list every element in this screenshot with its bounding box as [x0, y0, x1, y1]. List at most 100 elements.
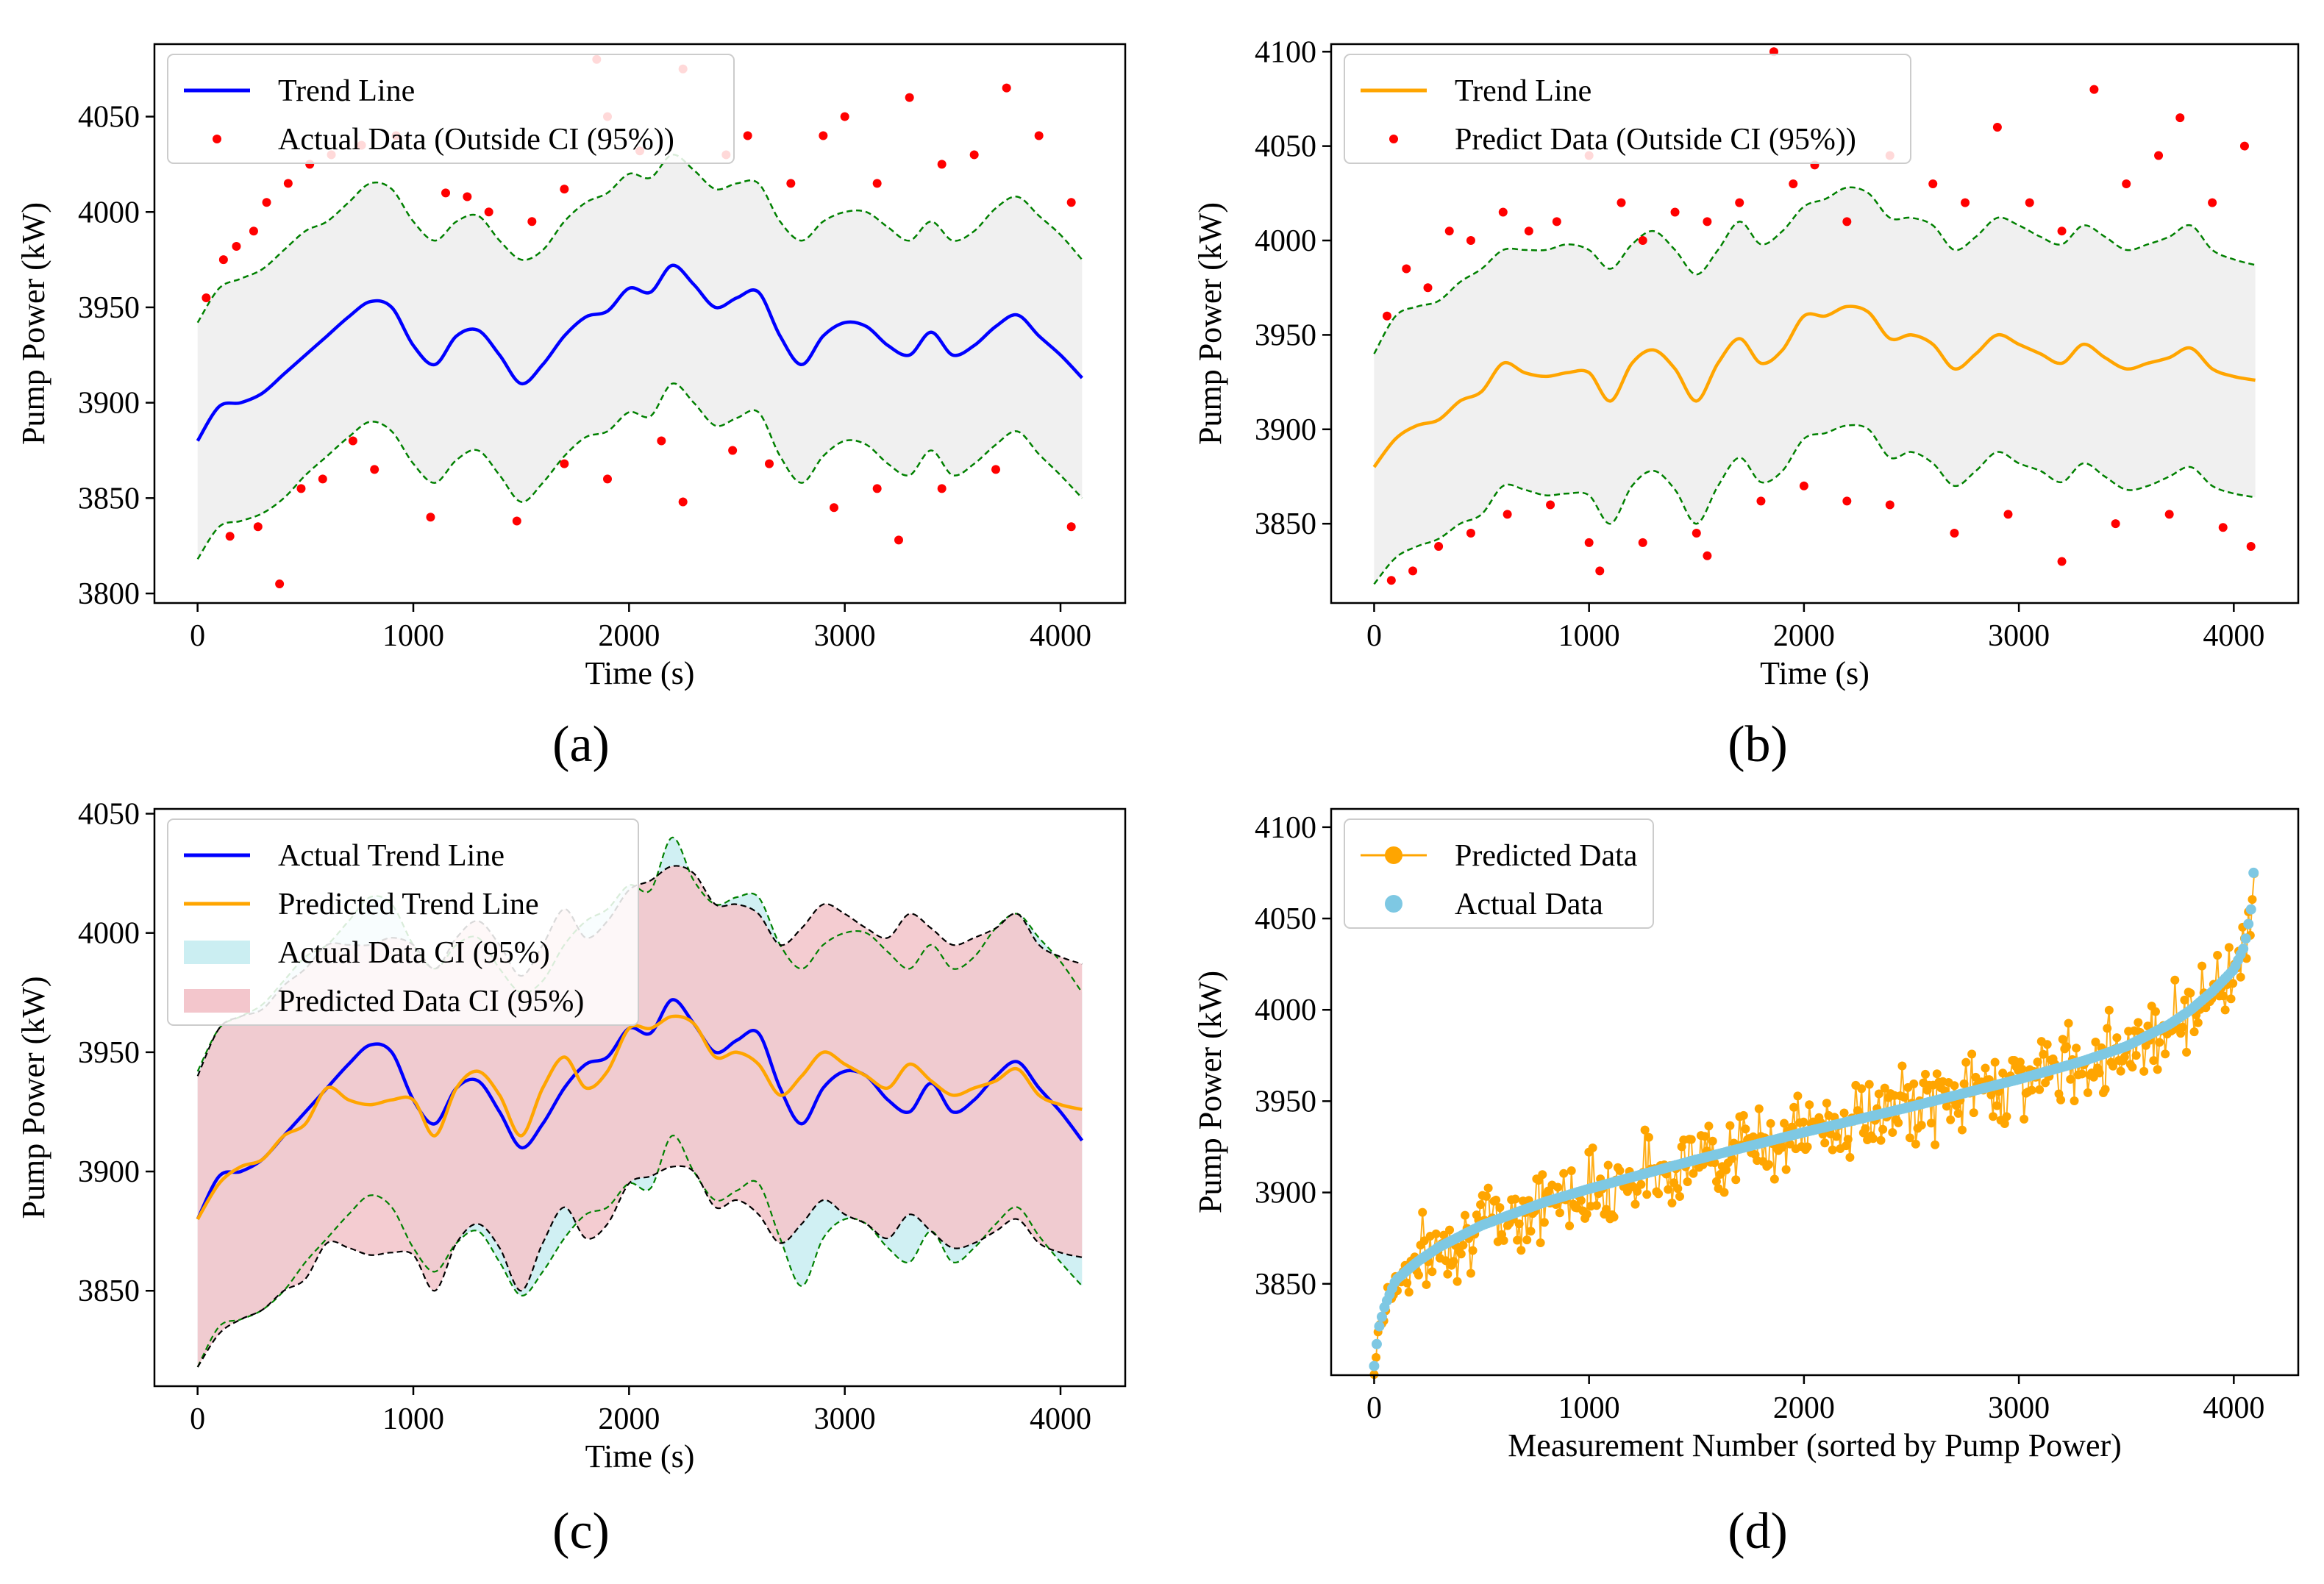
predicted-data-point — [1920, 1069, 1930, 1079]
outlier-point — [218, 255, 228, 265]
predicted-data-point — [2198, 961, 2207, 971]
outlier-point — [991, 465, 1000, 474]
predicted-data-point — [1861, 1124, 1870, 1133]
outlier-point — [512, 516, 521, 526]
predicted-data-point — [1986, 1090, 1996, 1099]
predicted-data-point — [1602, 1205, 1611, 1214]
predicted-data-point — [1719, 1188, 1729, 1197]
panel-label-d: (d) — [1728, 1503, 1788, 1560]
outlier-point — [872, 484, 882, 493]
predicted-data-point — [2155, 1038, 2164, 1047]
legend — [1344, 54, 1911, 164]
predicted-data-point — [2015, 1057, 2025, 1067]
ci-band — [197, 154, 1083, 560]
x-tick-label: 2000 — [598, 1402, 660, 1436]
x-axis-label: Time (s) — [585, 1438, 695, 1474]
predicted-data-point — [2186, 988, 2195, 998]
x-tick-label: 3000 — [814, 619, 876, 653]
outlier-point — [1885, 500, 1895, 510]
outlier-point — [225, 532, 235, 541]
legend-label: Actual Trend Line — [278, 839, 505, 873]
predicted-data-point — [2100, 1085, 2110, 1094]
outlier-point — [2218, 523, 2228, 532]
predicted-data-point — [1981, 1063, 1990, 1073]
predicted-data-point — [2134, 1018, 2143, 1027]
predicted-data-point — [2002, 1112, 2011, 1121]
predicted-data-point — [1683, 1177, 1692, 1187]
predicted-trend-line — [196, 1014, 1083, 1221]
predicted-data-point — [1427, 1267, 1437, 1277]
predicted-data-point — [1909, 1079, 1919, 1088]
actual-data-point — [2243, 918, 2254, 930]
x-tick-label: 0 — [1366, 619, 1382, 653]
outlier-point — [1552, 217, 1561, 226]
predicted-data-point — [1998, 1069, 2008, 1078]
outlier-point — [1002, 83, 1011, 93]
predicted-data-point — [1992, 1101, 2002, 1110]
x-tick-label: 0 — [190, 619, 205, 653]
x-tick-label: 4000 — [2203, 1391, 2264, 1425]
predicted-data-point — [1565, 1221, 1575, 1230]
predicted-data-point — [2033, 1057, 2042, 1067]
predicted-data-point — [2042, 1040, 2052, 1049]
predicted-data-point — [1864, 1080, 1874, 1089]
predicted-data-point — [1789, 1102, 1799, 1112]
outlier-point — [1617, 198, 1626, 207]
predicted-data-point — [1711, 1177, 1721, 1186]
predicted-data-point — [1989, 1112, 1998, 1121]
predicted-data-point — [1911, 1139, 1920, 1149]
outlier-point — [1992, 122, 2002, 132]
legend-swatch — [213, 135, 221, 143]
outlier-point — [253, 522, 263, 532]
predicted-data-point — [1876, 1135, 1886, 1145]
outlier-point — [1408, 566, 1418, 576]
x-tick-label: 4000 — [2203, 619, 2264, 653]
predicted-data-point — [2064, 1018, 2073, 1028]
predicted-data-point — [1686, 1135, 1696, 1144]
predicted-data-point — [1476, 1200, 1486, 1210]
predicted-data-point — [2056, 1095, 2066, 1105]
legend-label: Actual Data CI (95%) — [278, 936, 550, 970]
predicted-data-point — [1967, 1049, 1977, 1059]
plot-frame — [153, 43, 1127, 604]
predicted-data-point — [1588, 1143, 1597, 1152]
predicted-data-point — [1700, 1132, 1710, 1141]
y-axis-label: Pump Power (kW) — [15, 202, 51, 445]
predicted-data-point — [1843, 1135, 1853, 1144]
outlier-point — [1638, 538, 1647, 547]
predicted-data-point — [1483, 1183, 1493, 1193]
predicted-data-point — [1491, 1195, 1501, 1205]
predicted-data-point — [1839, 1108, 1849, 1118]
actual-data-point — [2238, 943, 2249, 955]
outlier-point — [1066, 522, 1076, 532]
predicted-data-point — [2131, 1051, 2141, 1060]
actual-data-point — [2245, 904, 2256, 915]
predicted-data-point — [1664, 1185, 1673, 1194]
outlier-point — [1670, 207, 1680, 217]
x-tick-label: 4000 — [1030, 619, 1091, 653]
predicted-data-point — [2072, 1043, 2081, 1053]
x-axis-label: Time (s) — [585, 655, 695, 691]
predicted-data-point — [1654, 1189, 1664, 1199]
outlier-point — [657, 436, 666, 446]
outlier-point — [728, 446, 738, 455]
chart-a: 0 1000 2000 3000 4000 3800 3850 3900 3950 4000 405… — [15, 43, 1127, 691]
outlier-point — [2154, 151, 2164, 160]
outlier-point — [463, 192, 472, 201]
predicted-data-point — [2161, 1049, 2170, 1059]
predicted-data-point — [1615, 1166, 1625, 1175]
outlier-point — [318, 474, 327, 484]
predicted-data-point — [1880, 1083, 1889, 1093]
actual-data-point — [2248, 867, 2259, 878]
outlier-point — [1638, 236, 1647, 246]
panel-d: 0 1000 2000 3000 4000 3850 3900 3950 4000 4050 410… — [1192, 807, 2300, 1560]
outlier-point — [840, 112, 849, 121]
predicted-data-point — [1766, 1119, 1775, 1128]
outlier-point — [2003, 510, 2013, 519]
predicted-data-point — [2193, 1018, 2203, 1027]
outlier-point — [370, 465, 379, 474]
predicted-data-point — [1990, 1057, 2000, 1067]
outlier-point — [1928, 179, 1938, 188]
y-tick-label: 3850 — [78, 482, 140, 515]
outlier-point — [2122, 179, 2131, 188]
